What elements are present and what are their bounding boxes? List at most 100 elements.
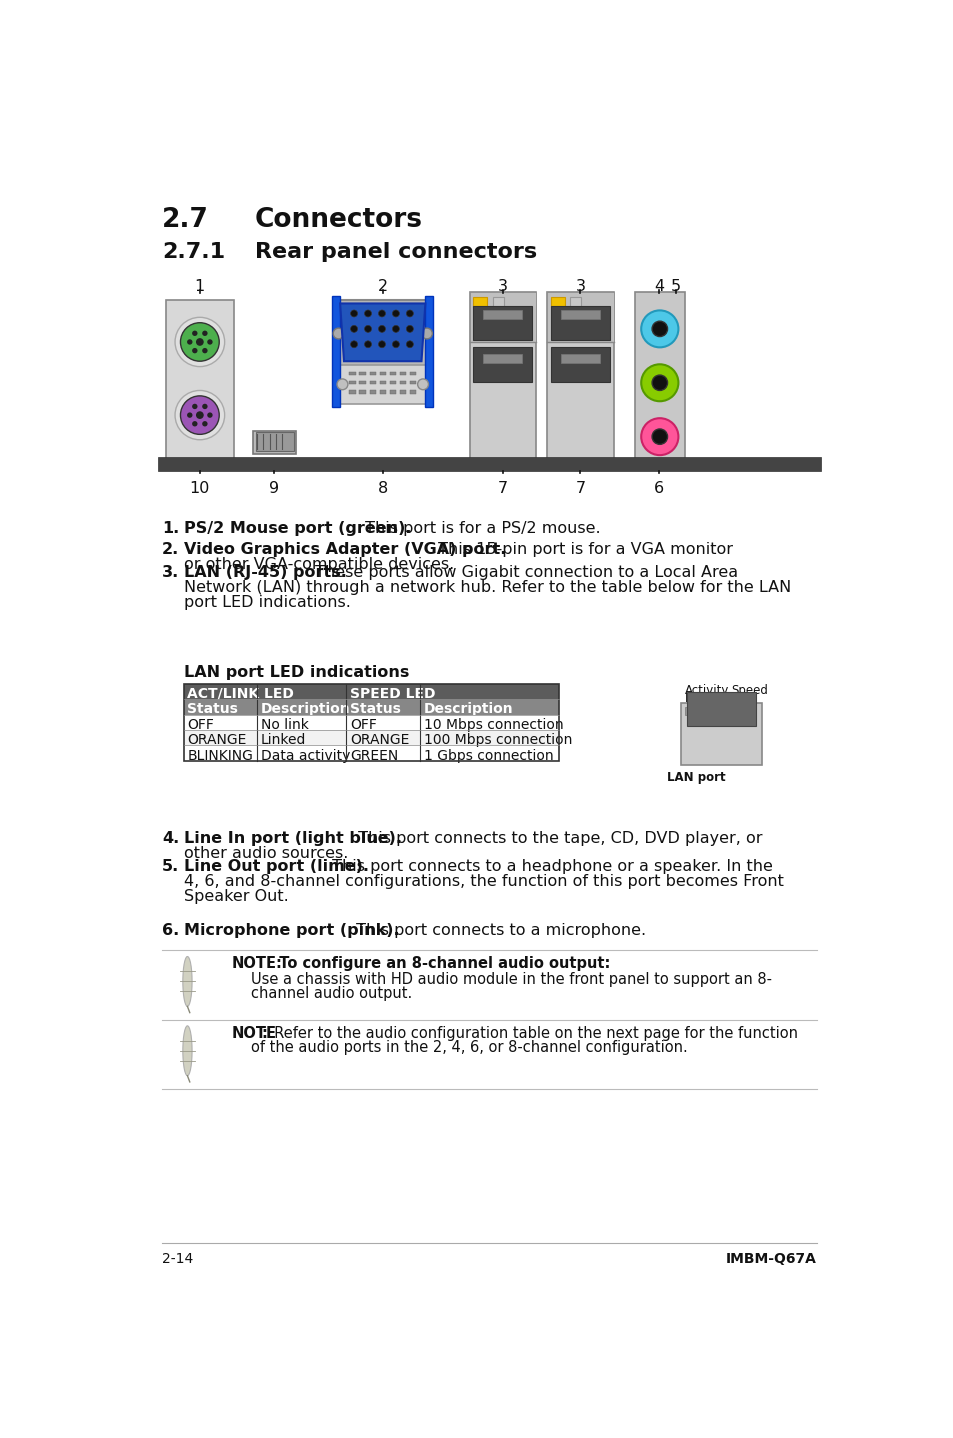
Text: port LED indications.: port LED indications.: [183, 594, 350, 610]
Text: This 15-pin port is for a VGA monitor: This 15-pin port is for a VGA monitor: [433, 542, 733, 557]
Bar: [349, 381, 355, 384]
Text: of the audio ports in the 2, 4, 6, or 8-channel configuration.: of the audio ports in the 2, 4, 6, or 8-…: [251, 1040, 687, 1054]
Circle shape: [640, 418, 678, 456]
Bar: [550, 296, 564, 308]
Text: Description: Description: [423, 702, 513, 716]
Circle shape: [187, 339, 193, 345]
Text: 8: 8: [377, 480, 388, 496]
Circle shape: [350, 341, 357, 348]
Circle shape: [174, 391, 224, 440]
Polygon shape: [183, 956, 192, 1007]
Text: Refer to the audio configuration table on the next page for the function: Refer to the audio configuration table o…: [265, 1025, 797, 1041]
Text: 1 Gbps connection: 1 Gbps connection: [423, 749, 553, 762]
Bar: [399, 381, 406, 384]
Text: 1: 1: [194, 279, 205, 293]
Text: 2.7: 2.7: [162, 207, 209, 233]
Bar: [359, 381, 365, 384]
Text: Status: Status: [187, 702, 238, 716]
Text: ORANGE: ORANGE: [187, 733, 247, 748]
Text: This port connects to a microphone.: This port connects to a microphone.: [351, 923, 645, 939]
Text: 100 Mbps connection: 100 Mbps connection: [423, 733, 572, 748]
Circle shape: [350, 311, 357, 316]
Text: 3: 3: [575, 279, 585, 293]
Bar: [253, 430, 295, 453]
Circle shape: [192, 404, 197, 410]
Circle shape: [392, 325, 399, 332]
Bar: [334, 299, 431, 367]
Circle shape: [421, 328, 432, 339]
Text: PS/2 Mouse port (green).: PS/2 Mouse port (green).: [183, 522, 411, 536]
Circle shape: [640, 364, 678, 401]
Circle shape: [207, 413, 213, 418]
Circle shape: [364, 341, 371, 348]
Text: Network (LAN) through a network hub. Refer to the table below for the LAN: Network (LAN) through a network hub. Ref…: [183, 580, 790, 595]
Circle shape: [333, 328, 344, 339]
Circle shape: [207, 339, 213, 345]
Bar: [493, 296, 503, 308]
Text: To configure an 8-channel audio output:: To configure an 8-channel audio output:: [269, 956, 610, 972]
Circle shape: [180, 395, 219, 434]
Text: Video Graphics Adapter (VGA) port.: Video Graphics Adapter (VGA) port.: [183, 542, 505, 557]
Text: GREEN: GREEN: [350, 749, 398, 762]
Text: Line Out port (lime).: Line Out port (lime).: [183, 860, 368, 874]
Text: 7: 7: [575, 480, 585, 496]
Text: Activity: Activity: [684, 684, 729, 697]
Circle shape: [192, 331, 197, 336]
Text: 4.: 4.: [162, 831, 179, 846]
Text: ORANGE: ORANGE: [350, 733, 409, 748]
Bar: [399, 372, 406, 375]
Circle shape: [202, 421, 208, 427]
Bar: [680, 703, 761, 765]
Text: OFF: OFF: [187, 718, 214, 732]
Text: Microphone port (pink).: Microphone port (pink).: [183, 923, 398, 939]
Bar: [332, 296, 340, 407]
Text: Use a chassis with HD audio module in the front panel to support an 8-: Use a chassis with HD audio module in th…: [251, 972, 771, 986]
Text: Line In port (light blue).: Line In port (light blue).: [183, 831, 401, 846]
Circle shape: [350, 325, 357, 332]
Text: 3: 3: [497, 279, 507, 293]
Text: 5.: 5.: [162, 860, 179, 874]
Circle shape: [195, 338, 204, 345]
Text: IMBM-Q67A: IMBM-Q67A: [725, 1252, 816, 1265]
Text: BLINKING: BLINKING: [187, 749, 253, 762]
Text: LAN (RJ-45) ports.: LAN (RJ-45) ports.: [183, 565, 346, 581]
Circle shape: [640, 311, 678, 348]
Circle shape: [187, 413, 193, 418]
Text: 5: 5: [670, 279, 680, 293]
Polygon shape: [340, 303, 425, 361]
Bar: [550, 306, 609, 341]
Bar: [686, 692, 756, 726]
Bar: [684, 707, 699, 715]
Text: 10: 10: [190, 480, 210, 496]
Text: SPEED LED: SPEED LED: [350, 687, 436, 700]
Bar: [183, 684, 558, 761]
Bar: [702, 707, 714, 715]
Circle shape: [192, 348, 197, 354]
Bar: [255, 431, 294, 452]
Polygon shape: [183, 1025, 192, 1076]
Bar: [399, 391, 406, 394]
Circle shape: [336, 380, 348, 390]
Text: LAN port: LAN port: [666, 771, 725, 784]
Circle shape: [406, 325, 413, 332]
Text: 2: 2: [377, 279, 388, 293]
Text: 3.: 3.: [162, 565, 179, 581]
Circle shape: [180, 322, 219, 361]
Text: 4: 4: [654, 279, 664, 293]
Text: Status: Status: [350, 702, 400, 716]
Bar: [183, 731, 558, 745]
Circle shape: [195, 411, 204, 418]
Text: NOTE:: NOTE:: [232, 956, 282, 972]
Bar: [183, 715, 558, 731]
Circle shape: [392, 341, 399, 348]
Bar: [560, 354, 599, 362]
Text: channel audio output.: channel audio output.: [251, 985, 412, 1001]
Text: 2.: 2.: [162, 542, 179, 557]
Bar: [546, 292, 613, 464]
Bar: [634, 292, 684, 464]
Bar: [183, 745, 558, 761]
Bar: [349, 372, 355, 375]
Bar: [369, 381, 375, 384]
Circle shape: [406, 341, 413, 348]
Circle shape: [174, 318, 224, 367]
